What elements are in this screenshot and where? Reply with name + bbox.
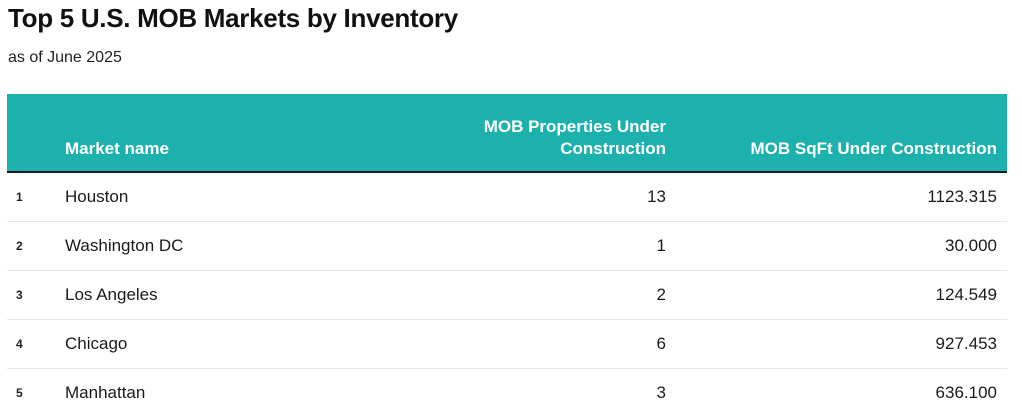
sqft-cell: 927.453: [676, 319, 1007, 369]
market-name-cell: Washington DC: [64, 221, 374, 271]
rank-cell: 1: [7, 172, 64, 222]
rank-cell: 4: [7, 319, 64, 369]
table-row: 2 Washington DC 1 30.000: [7, 221, 1007, 271]
table-row: 1 Houston 13 1123.315: [7, 172, 1007, 222]
table-row: 4 Chicago 6 927.453: [7, 319, 1007, 369]
market-name-cell: Chicago: [64, 319, 374, 369]
markets-table: Market name MOB Properties Under Constru…: [7, 94, 1007, 417]
market-name-cell: Manhattan: [65, 383, 146, 402]
column-header-properties-under-construction[interactable]: MOB Properties Under Construction: [374, 94, 676, 173]
table-row: 5 Manhattan 3 636.100: [7, 369, 1007, 418]
column-header-rank: [7, 94, 64, 173]
page-title: Top 5 U.S. MOB Markets by Inventory: [8, 3, 458, 33]
sqft-cell: 1123.315: [676, 172, 1007, 222]
column-header-sqft-under-construction[interactable]: MOB SqFt Under Construction: [676, 94, 1007, 173]
properties-cell: 13: [374, 172, 676, 222]
sqft-cell: 124.549: [676, 270, 1007, 320]
rank-cell: 3: [7, 270, 64, 320]
table-row: 3 Los Angeles 2 124.549: [7, 270, 1007, 320]
page-subtitle: as of June 2025: [8, 49, 122, 66]
column-header-market-name[interactable]: Market name: [64, 94, 374, 173]
table-body: 1 Houston 13 1123.315 2 Washington DC 1 …: [7, 172, 1007, 417]
properties-cell: 3: [656, 383, 666, 402]
table-header-row: Market name MOB Properties Under Constru…: [7, 94, 1007, 173]
properties-cell: 6: [374, 319, 676, 369]
sqft-cell: 636.100: [935, 383, 997, 402]
rank-cell: 5: [16, 386, 23, 400]
rank-cell: 2: [7, 221, 64, 271]
table-header: Market name MOB Properties Under Constru…: [7, 94, 1007, 173]
sqft-cell: 30.000: [676, 221, 1007, 271]
market-name-cell: Los Angeles: [64, 270, 374, 320]
market-name-cell: Houston: [64, 172, 374, 222]
properties-cell: 2: [374, 270, 676, 320]
properties-cell: 1: [374, 221, 676, 271]
